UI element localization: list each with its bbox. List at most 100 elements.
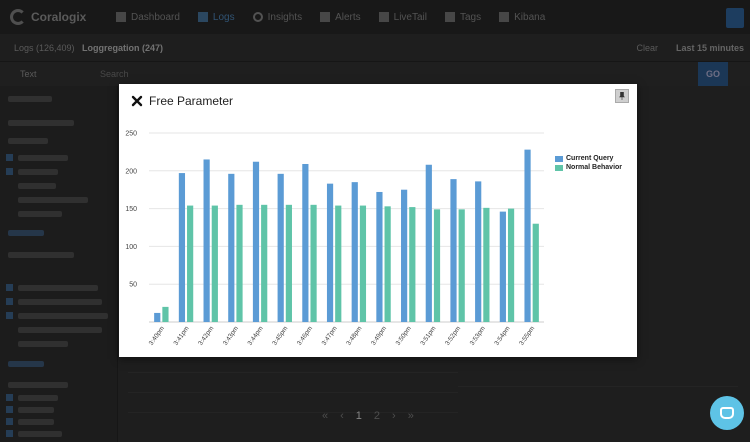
bar-normal-behavior[interactable] [187,205,194,322]
bar-current-query[interactable] [475,181,482,322]
bar-current-query[interactable] [252,161,260,322]
legend-label: Current Query [566,155,614,162]
time-range-picker[interactable]: Last 15 minutes [675,43,744,53]
filter-checkbox[interactable] [6,406,13,413]
last-page-icon[interactable]: » [407,410,414,422]
bar-current-query[interactable] [524,149,531,322]
table-row[interactable] [128,392,458,393]
x-tick-label: 3:41pm [172,325,190,347]
bar-normal-behavior[interactable] [433,209,441,322]
x-tick-label: 3:51pm [419,325,437,347]
bar-current-query[interactable] [277,173,284,322]
bar-current-query[interactable] [450,179,457,322]
tab-loggregation[interactable]: Loggregation (247) [82,43,164,53]
bar-normal-behavior[interactable] [409,207,416,322]
bar-current-query[interactable] [302,163,309,322]
filter-checkbox[interactable] [6,418,13,425]
bar-current-query[interactable] [326,183,334,322]
x-tick-label: 3:47pm [321,325,339,347]
nav-alerts[interactable]: Alerts [320,12,361,23]
legend-item-current-query[interactable]: Current Query [555,154,622,163]
pin-button[interactable] [615,89,629,103]
bar-current-query[interactable] [351,182,358,322]
filter-checkbox[interactable] [6,298,13,305]
bar-current-query[interactable] [228,173,235,322]
table-row[interactable] [128,412,458,413]
nav-label: Dashboard [131,11,180,23]
go-button[interactable]: GO [698,62,728,86]
page-1[interactable]: 1 [355,410,362,422]
bar-current-query[interactable] [154,312,161,322]
filter-label [18,327,102,333]
filter-checkbox[interactable] [6,430,13,437]
bar-normal-behavior[interactable] [483,207,490,322]
nav-tags[interactable]: Tags [445,12,481,23]
chat-launcher-button[interactable] [710,396,744,430]
filter-checkbox[interactable] [6,154,13,161]
filter-label [18,395,58,401]
x-tick-label: 3:43pm [222,325,240,347]
tag-icon [445,12,455,22]
filter-checkbox[interactable] [6,284,13,291]
filter-label [18,341,68,347]
x-tick-label: 3:49pm [370,325,388,347]
nav-logs[interactable]: Logs [197,11,235,23]
search-input[interactable]: Search [100,69,129,79]
table-row[interactable] [458,386,738,387]
user-menu-button[interactable] [726,8,744,28]
y-tick-label: 50 [129,282,137,289]
main-nav: Dashboard Logs Insights Alerts LiveTail … [116,12,545,23]
bar-current-query[interactable] [376,191,383,322]
nav-livetail[interactable]: LiveTail [378,11,427,23]
nav-insights[interactable]: Insights [252,12,302,23]
nav-label: LiveTail [393,11,427,23]
bar-normal-behavior[interactable] [532,223,539,322]
bar-normal-behavior[interactable] [236,204,243,322]
x-tick-label: 3:55pm [518,325,536,347]
legend-item-normal-behavior[interactable]: Normal Behavior [555,163,622,172]
filter-checkbox[interactable] [6,394,13,401]
sidebar-group [8,252,74,258]
more-link[interactable] [8,361,44,367]
first-page-icon[interactable]: « [322,410,329,422]
sidebar-group [8,120,74,126]
close-icon[interactable] [131,95,143,107]
bar-normal-behavior[interactable] [335,205,342,322]
legend-swatch [555,155,563,162]
bar-current-query[interactable] [203,159,210,322]
more-link[interactable] [8,230,44,236]
filter-label [18,197,88,203]
nav-label: Logs [212,11,235,23]
query-type-select[interactable]: Text [20,69,37,79]
filter-checkbox[interactable] [6,168,13,175]
bar-normal-behavior[interactable] [507,208,515,322]
next-page-icon[interactable]: › [392,410,396,422]
filters-sidebar [0,86,118,442]
bar-normal-behavior[interactable] [384,206,391,322]
bar-normal-behavior[interactable] [359,205,367,322]
bar-normal-behavior[interactable] [261,204,268,322]
bar-normal-behavior[interactable] [211,205,218,322]
bar-normal-behavior[interactable] [458,209,465,322]
x-tick-label: 3:48pm [345,325,363,347]
bar-current-query[interactable] [499,211,506,322]
brand[interactable]: Coralogix [10,9,110,25]
tab-logs[interactable]: Logs (126,409) [14,43,75,53]
bar-normal-behavior[interactable] [162,306,169,322]
clear-button[interactable]: Clear [636,43,658,53]
bar-normal-behavior[interactable] [285,204,292,322]
bar-normal-behavior[interactable] [310,204,317,322]
x-tick-label: 3:50pm [395,325,413,347]
nav-kibana[interactable]: Kibana [499,12,545,23]
bar-current-query[interactable] [425,164,432,322]
sidebar-heading [8,96,52,102]
bar-current-query[interactable] [401,189,408,322]
filter-checkbox[interactable] [6,312,13,319]
bar-current-query[interactable] [178,173,186,322]
nav-dashboard[interactable]: Dashboard [116,12,180,23]
prev-page-icon[interactable]: ‹ [340,410,344,422]
logs-icon [197,12,208,22]
page-2[interactable]: 2 [373,410,381,422]
table-row[interactable] [128,372,458,373]
x-tick-label: 3:52pm [444,325,462,347]
